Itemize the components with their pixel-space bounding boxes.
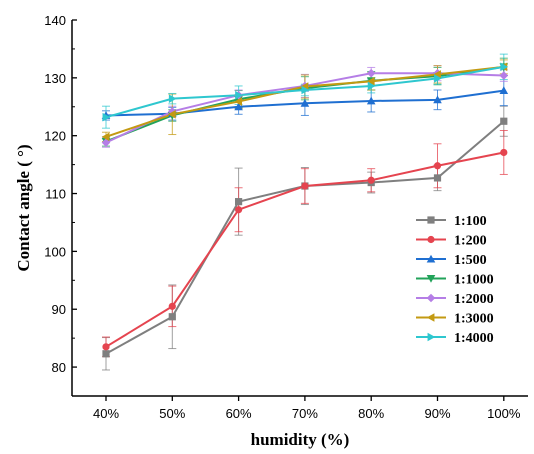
- data-point-1-4000: [235, 90, 243, 100]
- legend-marker-1-2000: [426, 293, 436, 303]
- legend-label-1-1000: 1:1000: [454, 273, 494, 288]
- x-tick-label: 50%: [159, 406, 185, 421]
- legend-label-1-200: 1:200: [454, 234, 487, 249]
- data-point-1-4000: [102, 112, 111, 122]
- legend-marker-1-200: [427, 235, 435, 244]
- legend-marker-1-100: [427, 216, 435, 224]
- legend-label-1-3000: 1:3000: [454, 312, 494, 327]
- data-point-1-3000: [234, 97, 243, 106]
- data-point-1-100: [235, 198, 243, 206]
- y-tick-label: 130: [44, 71, 66, 86]
- x-tick-label: 90%: [424, 406, 450, 421]
- data-point-1-3000: [101, 132, 110, 142]
- legend-marker-1-500: [426, 254, 436, 263]
- axes: [71, 20, 528, 397]
- data-point-1-200: [367, 176, 375, 184]
- series-line-1-100: [105, 120, 505, 355]
- x-tick-label: 40%: [93, 406, 119, 421]
- data-point-1-2000: [168, 107, 177, 116]
- x-tick-label: 100%: [487, 406, 521, 421]
- y-tick-label: 100: [44, 244, 66, 259]
- y-tick-label: 120: [44, 129, 66, 144]
- data-point-1-3000: [366, 77, 375, 86]
- data-point-1-200: [433, 162, 442, 170]
- legend-label-1-2000: 1:2000: [454, 292, 494, 307]
- data-point-1-200: [168, 302, 176, 310]
- data-point-1-100: [168, 313, 176, 321]
- legend-marker-1-4000: [427, 332, 436, 342]
- legend-label-1-4000: 1:4000: [454, 331, 494, 346]
- data-point-1-4000: [500, 62, 509, 72]
- x-axis-title: humidity (%): [251, 430, 350, 449]
- data-point-1-100: [500, 117, 508, 125]
- data-point-1-3000: [168, 109, 176, 119]
- data-point-1-500: [300, 98, 310, 107]
- y-tick-label: 80: [52, 360, 66, 375]
- legend-marker-1-1000: [426, 275, 436, 283]
- data-point-1-4000: [301, 85, 310, 95]
- y-axis-ticks: 80 90 100 110 120 130 140: [44, 13, 77, 375]
- data-point-1-200: [301, 182, 309, 190]
- data-point-1-4000: [168, 94, 177, 103]
- series-markers: [101, 62, 509, 358]
- y-tick-label: 110: [45, 187, 66, 202]
- data-point-1-500: [366, 96, 376, 105]
- y-tick-label: 90: [52, 302, 66, 317]
- data-point-1-2000: [101, 138, 111, 147]
- data-point-1-3000: [433, 70, 441, 79]
- data-point-1-200: [500, 148, 508, 157]
- data-point-1-500: [234, 102, 243, 111]
- x-axis-ticks: 40% 50% 60% 70% 80% 90% 100%: [93, 396, 521, 421]
- data-point-1-200: [235, 206, 243, 214]
- data-point-1-4000: [434, 74, 442, 83]
- data-point-1-500: [433, 95, 442, 104]
- y-axis-title: Contact angle ( °): [14, 144, 33, 271]
- legend-marker-1-3000: [426, 313, 435, 322]
- legend: 1:100 1:200 1:500 1:1000 1:2000 1:3000 1:4000: [416, 214, 494, 346]
- legend-label-1-500: 1:500: [454, 253, 487, 268]
- x-tick-label: 70%: [292, 406, 318, 421]
- x-tick-label: 80%: [358, 406, 384, 421]
- data-point-1-100: [433, 174, 442, 182]
- data-point-1-500: [499, 86, 509, 95]
- data-point-1-2000: [366, 68, 376, 78]
- data-point-1-4000: [367, 81, 376, 91]
- x-tick-label: 60%: [226, 406, 252, 421]
- data-point-1-2000: [499, 71, 509, 80]
- data-point-1-200: [102, 343, 110, 351]
- legend-label-1-100: 1:100: [454, 214, 487, 229]
- data-point-1-100: [102, 350, 110, 358]
- y-tick-label: 140: [44, 13, 66, 28]
